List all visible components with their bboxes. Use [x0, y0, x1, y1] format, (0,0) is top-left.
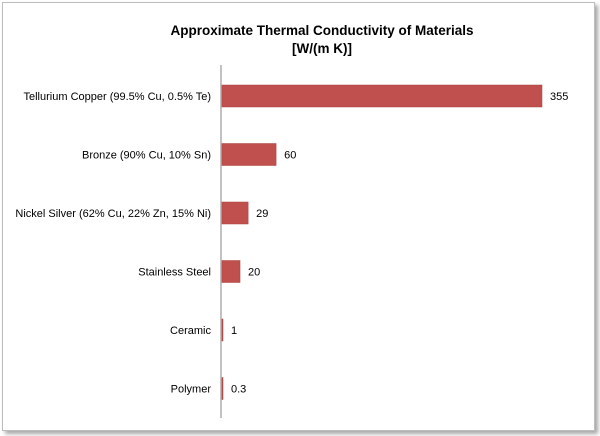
plot-area: Tellurium Copper (99.5% Cu, 0.5% Te) 355 B… [15, 84, 568, 400]
bar [221, 377, 224, 400]
data-label: 60 [284, 150, 296, 162]
bar [221, 201, 249, 225]
data-label: 20 [248, 267, 260, 279]
chart-title: Approximate Thermal Conductivity of Mate… [170, 23, 473, 38]
data-label: 0.3 [231, 384, 246, 396]
category-label: Nickel Silver (62% Cu, 22% Zn, 15% Ni) [15, 208, 211, 220]
bar [221, 318, 224, 342]
category-label: Stainless Steel [138, 267, 211, 279]
data-label: 355 [550, 91, 568, 103]
bar [221, 143, 277, 166]
category-label: Ceramic [170, 325, 211, 337]
category-label: Bronze (90% Cu, 10% Sn) [82, 150, 211, 162]
bar [221, 260, 241, 283]
chart-frame [2, 2, 595, 431]
data-label: 29 [256, 208, 268, 220]
data-label: 1 [231, 325, 237, 337]
bar [221, 84, 543, 108]
category-label: Tellurium Copper (99.5% Cu, 0.5% Te) [24, 91, 212, 103]
category-label: Polymer [171, 384, 212, 396]
chart-subtitle: [W/(m K)] [292, 41, 352, 56]
